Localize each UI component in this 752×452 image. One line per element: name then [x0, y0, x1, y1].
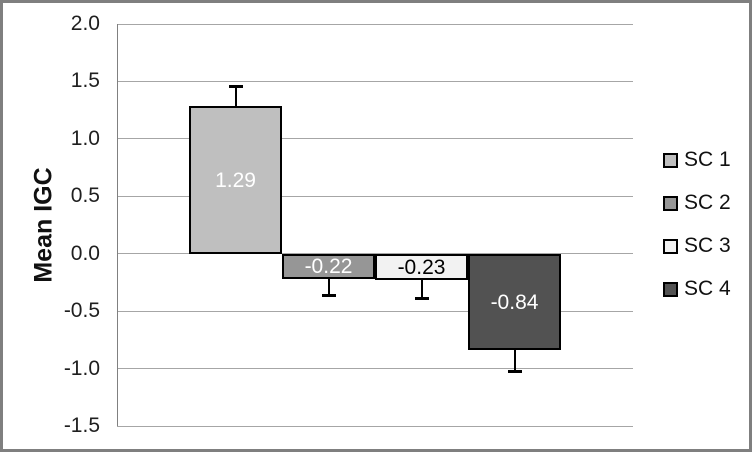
bar-sc3 [375, 253, 468, 281]
error-bar [234, 84, 237, 106]
gridline [117, 425, 633, 427]
legend-swatch [663, 238, 678, 254]
error-bar-cap [414, 296, 429, 300]
legend-swatch [663, 195, 678, 211]
legend-swatch [663, 152, 678, 168]
legend-item-sc1: SC 1 [663, 149, 731, 171]
legend-label: SC 4 [684, 277, 731, 300]
bar-sc4 [468, 253, 561, 351]
error-bar [420, 280, 423, 300]
error-bar [513, 350, 516, 374]
error-bar-cap [507, 370, 522, 374]
y-axis-tick-label: -1.0 [63, 356, 100, 380]
error-bar [327, 278, 330, 298]
error-bar-cap [228, 84, 243, 88]
gridline [117, 310, 633, 312]
y-axis-tick-label: -0.5 [63, 299, 100, 323]
y-axis-tick-label: 2.0 [70, 12, 100, 35]
legend-swatch [663, 281, 678, 297]
y-axis-tick-label: 1.5 [70, 69, 100, 93]
gridline [117, 23, 633, 25]
gridline [117, 80, 633, 82]
bar-sc2 [282, 253, 375, 279]
legend-label: SC 1 [684, 148, 731, 171]
legend-label: SC 2 [684, 191, 731, 214]
legend-item-sc3: SC 3 [663, 235, 731, 257]
bar-data-label: -0.22 [304, 255, 353, 279]
legend-label: SC 3 [684, 234, 731, 257]
gridline [117, 138, 633, 140]
y-axis-tick-label: 0.5 [70, 184, 100, 208]
legend-item-sc4: SC 4 [663, 278, 731, 300]
gridline [117, 195, 633, 197]
error-bar-cap [321, 294, 336, 298]
y-axis-tick-label: 1.0 [70, 126, 100, 150]
bar-sc1 [189, 105, 282, 254]
bar-data-label: 1.29 [215, 168, 256, 192]
y-axis-tick-label: -1.5 [63, 414, 100, 437]
legend: SC 1 SC 2 SC 3 SC 4 [663, 149, 731, 321]
bar-data-label: -0.23 [397, 255, 446, 279]
y-axis-tick-label: 0.0 [70, 241, 100, 265]
y-axis-line [117, 24, 118, 426]
legend-item-sc2: SC 2 [663, 192, 731, 214]
bar-data-label: -0.84 [490, 290, 539, 314]
gridline [117, 368, 633, 370]
